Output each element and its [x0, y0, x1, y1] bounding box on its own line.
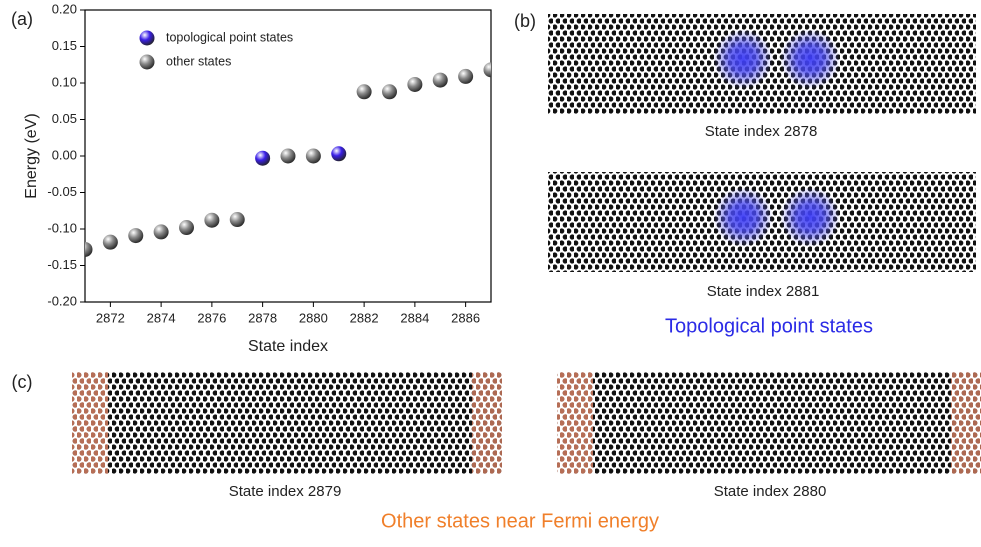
x-tick-label: 2886 [451, 310, 480, 325]
state-glow [713, 29, 773, 89]
point [407, 77, 422, 92]
x-tick-label: 2878 [248, 310, 277, 325]
point [357, 84, 372, 99]
legend-marker [140, 55, 155, 70]
point [154, 224, 169, 239]
edge-state [557, 372, 593, 474]
x-tick-label: 2874 [147, 310, 176, 325]
lattice [72, 372, 502, 474]
image-caption: State index 2879 [229, 483, 342, 500]
point [484, 62, 499, 77]
point [128, 228, 143, 243]
y-axis-label: Energy (eV) [23, 113, 40, 198]
point [382, 84, 397, 99]
point [306, 149, 321, 164]
y-tick-label: 0.05 [52, 111, 77, 126]
point [458, 69, 473, 84]
point [204, 213, 219, 228]
y-tick-label: -0.20 [47, 293, 77, 308]
point [230, 212, 245, 227]
group-caption: Other states near Fermi energy [381, 510, 659, 532]
legend-marker [140, 31, 155, 46]
panel-label: (b) [514, 11, 536, 31]
x-tick-label: 2884 [400, 310, 429, 325]
y-tick-label: 0.10 [52, 74, 77, 89]
point [78, 242, 93, 257]
image-caption: State index 2880 [714, 483, 827, 500]
image-caption: State index 2881 [707, 283, 820, 300]
x-tick-label: 2882 [350, 310, 379, 325]
points [78, 62, 499, 257]
panel-label: (c) [12, 372, 33, 392]
legend-label: other states [166, 54, 231, 68]
x-tick-label: 2872 [96, 310, 125, 325]
panel-label: (a) [11, 9, 33, 29]
x-tick-label: 2876 [197, 310, 226, 325]
y-tick-label: 0.15 [52, 38, 77, 53]
group-caption: Topological point states [665, 315, 873, 337]
legend-label: topological point states [166, 30, 293, 44]
x-axis-label: State index [248, 338, 328, 355]
figure: -0.20 -0.15 -0.10 -0.05 0.00 0.05 0.10 0.15 0.20… [0, 0, 981, 542]
point [103, 235, 118, 250]
state-glow [780, 187, 840, 247]
point [433, 73, 448, 88]
y-tick-label: -0.05 [47, 184, 77, 199]
point [331, 146, 346, 161]
y-tick-label: -0.15 [47, 257, 77, 272]
point [255, 151, 270, 166]
x-tick-label: 2880 [299, 310, 328, 325]
y-tick-label: 0.00 [52, 147, 77, 162]
y-tick-label: 0.20 [52, 1, 77, 16]
edge-state [72, 372, 108, 474]
point [179, 220, 194, 235]
image-caption: State index 2878 [705, 123, 818, 140]
point [281, 149, 296, 164]
state-glow [713, 187, 773, 247]
plot-a: -0.20 -0.15 -0.10 -0.05 0.00 0.05 0.10 0.15 0.20… [23, 1, 498, 355]
lattice [557, 372, 981, 474]
y-tick-label: -0.10 [47, 220, 77, 235]
edge-state [472, 372, 502, 474]
state-glow [780, 29, 840, 89]
edge-state [951, 372, 981, 474]
lattice-images [72, 14, 981, 474]
